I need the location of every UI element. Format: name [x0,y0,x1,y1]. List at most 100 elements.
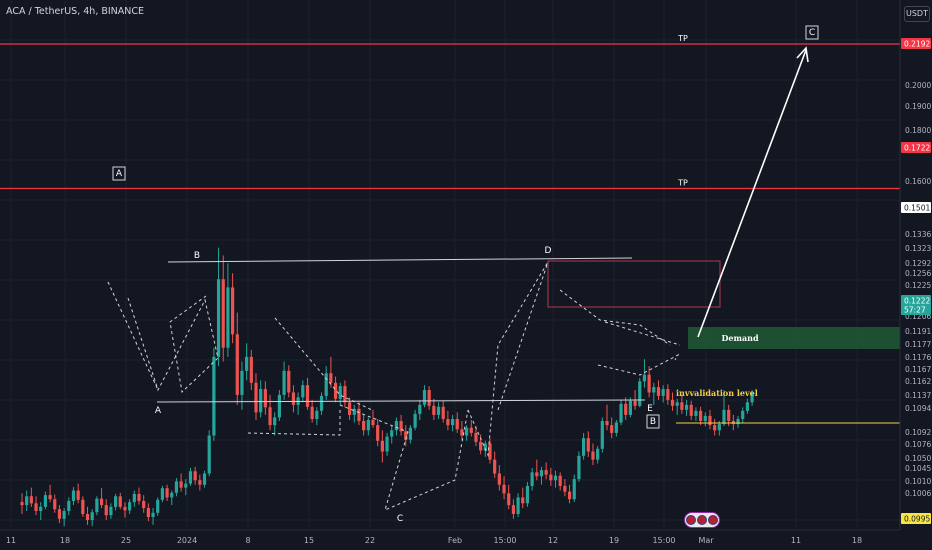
candle [371,409,375,428]
candle-body [99,498,104,506]
candle-body [525,485,530,504]
candle [357,402,361,426]
candle-body [319,395,324,411]
price-badge [901,142,931,153]
candle-body [722,409,726,425]
candle [684,399,689,416]
candle [118,492,122,510]
candle [142,495,146,513]
chart-grid [0,0,900,528]
candle-body [699,410,703,421]
candle [198,474,202,491]
price-tick-label: 0.1600 [905,177,931,186]
candle [441,400,445,423]
candle-body [511,505,515,514]
candle-body [151,512,155,517]
candle-body [338,386,342,399]
candle-body [432,405,436,415]
candle-body [132,493,136,503]
candle-body [624,403,628,415]
candle [422,385,427,408]
candle-body [507,493,511,506]
wave-label: A [116,169,123,179]
candle-body [188,471,193,484]
candle-body [263,389,267,408]
candle [577,451,581,482]
candle-body [352,408,356,415]
symbol-title: ACA / TetherUS, 4h, BINANCE [6,6,145,17]
candle-body [305,385,310,407]
time-tick-label: 18 [852,536,862,545]
candle-body [221,279,225,348]
candle [652,382,656,405]
candle [572,474,576,503]
candle-body [572,479,576,500]
tp-label-lower: TP [677,179,688,188]
candle-body [362,420,366,431]
wave-label: A [155,406,162,416]
candle [146,503,150,522]
candle-body [71,490,76,501]
candle [156,497,160,516]
candle [240,361,244,410]
time-tick-label: 11 [6,536,16,545]
wave-label-box [112,166,126,181]
candle [226,263,230,357]
events-flag-icon[interactable] [684,512,720,528]
price-tick-label: 0.1092 [905,428,931,437]
candle [619,399,623,426]
price-badge [901,38,931,49]
wave-label: C [397,514,403,524]
candle-body [563,485,567,492]
candle [57,505,62,524]
candle-body [530,472,534,486]
candle-body [343,386,347,403]
price-badge-label: 0.2192 [904,40,930,49]
candle-body [408,427,413,440]
candle-body [666,389,670,400]
candle-body [638,381,642,406]
candle-body [104,505,108,516]
candle [174,477,179,497]
candle [376,418,380,447]
price-tick-label: 0.1006 [905,489,931,498]
candle [324,366,328,400]
time-axis[interactable]: 11 18 25 2024 8 15 22 Feb 15:00 12 19 15:00 Mar 11 18 [0,529,900,550]
candle [432,398,436,420]
candle-body [348,402,352,415]
price-tick-label: 0.1800 [905,126,931,135]
candle [741,407,745,423]
candle [263,381,267,415]
candle-body [81,499,85,514]
currency-button[interactable]: USDT [904,6,930,22]
candle [591,443,595,466]
price-tick-label: 0.1176 [905,353,931,362]
price-badge [901,295,931,315]
candle [563,479,567,497]
candle-body [474,432,478,442]
price-axis[interactable]: 0.2000 0.1900 0.1800 0.1600 0.1336 0.1323 0.12… [899,0,932,550]
candle [202,470,207,488]
candle [184,479,188,496]
candle [670,392,675,411]
candle [179,473,183,492]
candle-body [193,471,197,481]
candle [151,508,155,525]
candle-body [479,441,483,451]
price-tick-label: 0.1206 [905,312,931,321]
wave-label: B [650,417,656,427]
time-axis-background [0,530,900,550]
candle [43,491,47,510]
price-tick-label: 0.1900 [905,102,931,111]
candle [511,499,515,519]
resistance-box [547,260,721,308]
candle [436,402,441,419]
candle-body [39,506,43,512]
price-tick-label: 0.1010 [905,477,931,486]
price-badge-label: 0.1722 [904,144,930,153]
candle [62,508,66,527]
candle [188,467,193,486]
candle-body [567,491,572,500]
candle [722,390,726,427]
